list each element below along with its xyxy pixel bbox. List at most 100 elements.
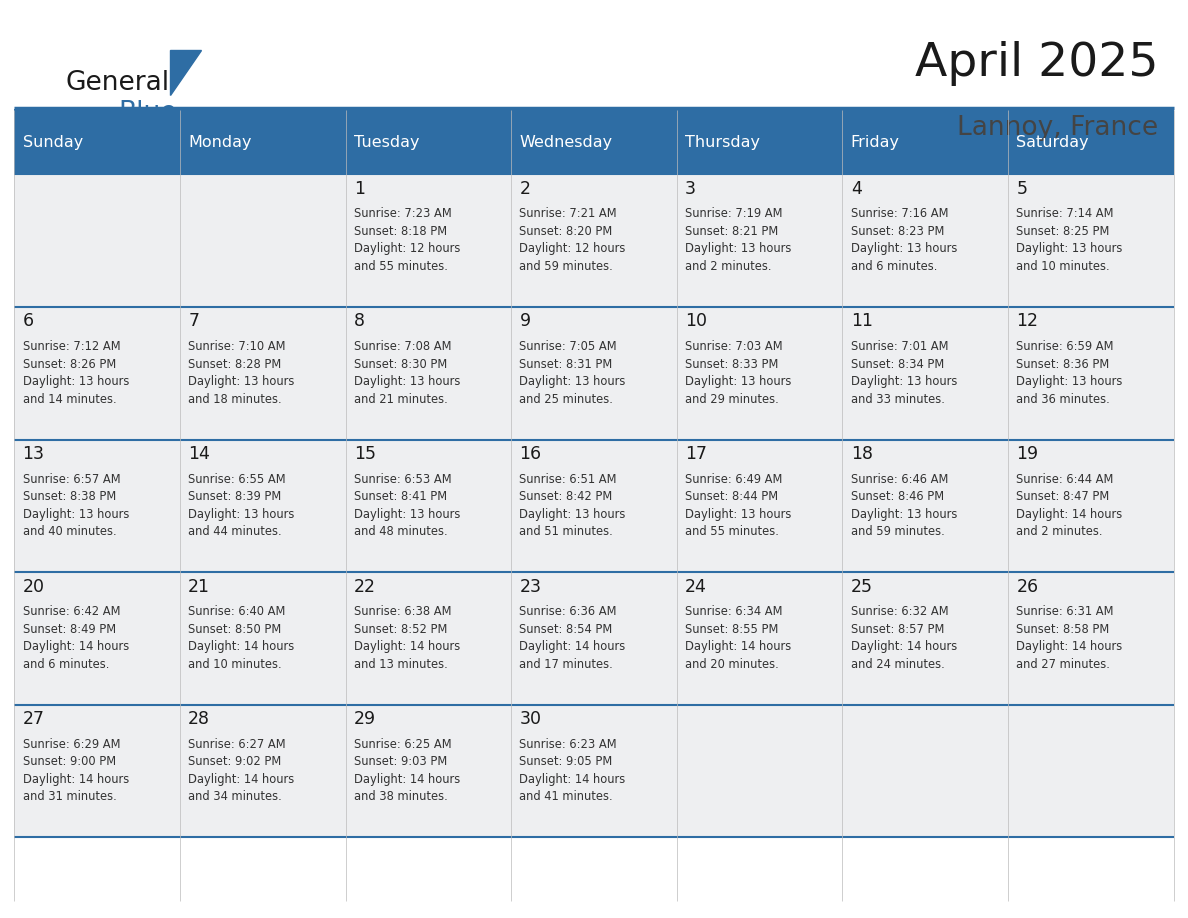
Text: Sunrise: 6:40 AM
Sunset: 8:50 PM
Daylight: 14 hours
and 10 minutes.: Sunrise: 6:40 AM Sunset: 8:50 PM Dayligh… [188, 605, 295, 671]
Bar [14, 572, 179, 705]
Text: Sunrise: 6:57 AM
Sunset: 8:38 PM
Daylight: 13 hours
and 40 minutes.: Sunrise: 6:57 AM Sunset: 8:38 PM Dayligh… [23, 473, 129, 538]
Text: 7: 7 [188, 312, 200, 330]
Text: Sunrise: 7:12 AM
Sunset: 8:26 PM
Daylight: 13 hours
and 14 minutes.: Sunrise: 7:12 AM Sunset: 8:26 PM Dayligh… [23, 340, 129, 406]
Text: Sunrise: 7:05 AM
Sunset: 8:31 PM
Daylight: 13 hours
and 25 minutes.: Sunrise: 7:05 AM Sunset: 8:31 PM Dayligh… [519, 340, 626, 406]
Text: Sunrise: 6:34 AM
Sunset: 8:55 PM
Daylight: 14 hours
and 20 minutes.: Sunrise: 6:34 AM Sunset: 8:55 PM Dayligh… [685, 605, 791, 671]
Text: Sunrise: 7:23 AM
Sunset: 8:18 PM
Daylight: 12 hours
and 55 minutes.: Sunrise: 7:23 AM Sunset: 8:18 PM Dayligh… [354, 207, 460, 273]
Text: 21: 21 [188, 577, 210, 596]
Text: 10: 10 [685, 312, 707, 330]
Bar [511, 440, 677, 572]
Bar [677, 174, 842, 307]
Text: 6: 6 [23, 312, 33, 330]
Text: Sunrise: 6:55 AM
Sunset: 8:39 PM
Daylight: 13 hours
and 44 minutes.: Sunrise: 6:55 AM Sunset: 8:39 PM Dayligh… [188, 473, 295, 538]
Text: Sunrise: 6:49 AM
Sunset: 8:44 PM
Daylight: 13 hours
and 55 minutes.: Sunrise: 6:49 AM Sunset: 8:44 PM Dayligh… [685, 473, 791, 538]
Bar [842, 572, 1009, 705]
Bar [1009, 705, 1174, 837]
Bar [179, 307, 346, 440]
Text: Wednesday: Wednesday [519, 135, 613, 150]
Bar [346, 572, 511, 705]
Text: 23: 23 [519, 577, 542, 596]
Text: 18: 18 [851, 445, 873, 463]
Bar [677, 440, 842, 572]
Bar [179, 174, 346, 307]
Bar [511, 572, 677, 705]
Text: 12: 12 [1017, 312, 1038, 330]
Text: 3: 3 [685, 180, 696, 198]
Text: 16: 16 [519, 445, 542, 463]
Text: 28: 28 [188, 711, 210, 728]
Text: Sunrise: 6:23 AM
Sunset: 9:05 PM
Daylight: 14 hours
and 41 minutes.: Sunrise: 6:23 AM Sunset: 9:05 PM Dayligh… [519, 738, 626, 803]
Bar [842, 174, 1009, 307]
Text: Sunrise: 7:16 AM
Sunset: 8:23 PM
Daylight: 13 hours
and 6 minutes.: Sunrise: 7:16 AM Sunset: 8:23 PM Dayligh… [851, 207, 958, 273]
Text: Sunrise: 7:08 AM
Sunset: 8:30 PM
Daylight: 13 hours
and 21 minutes.: Sunrise: 7:08 AM Sunset: 8:30 PM Dayligh… [354, 340, 460, 406]
Bar [677, 307, 842, 440]
Bar [14, 440, 179, 572]
Text: 25: 25 [851, 577, 873, 596]
Text: Sunday: Sunday [23, 135, 83, 150]
Text: Sunrise: 6:32 AM
Sunset: 8:57 PM
Daylight: 14 hours
and 24 minutes.: Sunrise: 6:32 AM Sunset: 8:57 PM Dayligh… [851, 605, 958, 671]
Text: Sunrise: 6:59 AM
Sunset: 8:36 PM
Daylight: 13 hours
and 36 minutes.: Sunrise: 6:59 AM Sunset: 8:36 PM Dayligh… [1017, 340, 1123, 406]
Text: 14: 14 [188, 445, 210, 463]
Text: 22: 22 [354, 577, 375, 596]
Text: Sunrise: 6:29 AM
Sunset: 9:00 PM
Daylight: 14 hours
and 31 minutes.: Sunrise: 6:29 AM Sunset: 9:00 PM Dayligh… [23, 738, 128, 803]
Text: 8: 8 [354, 312, 365, 330]
Bar [842, 440, 1009, 572]
Text: 17: 17 [685, 445, 707, 463]
Bar [1009, 307, 1174, 440]
Text: Tuesday: Tuesday [354, 135, 419, 150]
Text: Sunrise: 7:21 AM
Sunset: 8:20 PM
Daylight: 12 hours
and 59 minutes.: Sunrise: 7:21 AM Sunset: 8:20 PM Dayligh… [519, 207, 626, 273]
Text: 27: 27 [23, 711, 45, 728]
Text: 19: 19 [1017, 445, 1038, 463]
Text: 11: 11 [851, 312, 873, 330]
Text: Friday: Friday [851, 135, 899, 150]
Text: Lannoy, France: Lannoy, France [958, 115, 1158, 140]
Text: 2: 2 [519, 180, 531, 198]
Bar [511, 705, 677, 837]
Bar [1009, 174, 1174, 307]
Text: Sunrise: 6:46 AM
Sunset: 8:46 PM
Daylight: 13 hours
and 59 minutes.: Sunrise: 6:46 AM Sunset: 8:46 PM Dayligh… [851, 473, 958, 538]
Bar [842, 705, 1009, 837]
Bar [179, 572, 346, 705]
Bar [1009, 440, 1174, 572]
Text: Sunrise: 6:38 AM
Sunset: 8:52 PM
Daylight: 14 hours
and 13 minutes.: Sunrise: 6:38 AM Sunset: 8:52 PM Dayligh… [354, 605, 460, 671]
Text: 15: 15 [354, 445, 375, 463]
Text: Sunrise: 6:51 AM
Sunset: 8:42 PM
Daylight: 13 hours
and 51 minutes.: Sunrise: 6:51 AM Sunset: 8:42 PM Dayligh… [519, 473, 626, 538]
Text: 20: 20 [23, 577, 45, 596]
Text: Sunrise: 6:44 AM
Sunset: 8:47 PM
Daylight: 14 hours
and 2 minutes.: Sunrise: 6:44 AM Sunset: 8:47 PM Dayligh… [1017, 473, 1123, 538]
Text: Sunrise: 7:10 AM
Sunset: 8:28 PM
Daylight: 13 hours
and 18 minutes.: Sunrise: 7:10 AM Sunset: 8:28 PM Dayligh… [188, 340, 295, 406]
Text: Sunrise: 6:27 AM
Sunset: 9:02 PM
Daylight: 14 hours
and 34 minutes.: Sunrise: 6:27 AM Sunset: 9:02 PM Dayligh… [188, 738, 295, 803]
Bar [1009, 572, 1174, 705]
Bar [179, 440, 346, 572]
Text: Blue: Blue [119, 100, 177, 126]
Bar [346, 705, 511, 837]
Text: Sunrise: 7:01 AM
Sunset: 8:34 PM
Daylight: 13 hours
and 33 minutes.: Sunrise: 7:01 AM Sunset: 8:34 PM Dayligh… [851, 340, 958, 406]
Text: Thursday: Thursday [685, 135, 760, 150]
Bar [511, 174, 677, 307]
Text: Sunrise: 7:14 AM
Sunset: 8:25 PM
Daylight: 13 hours
and 10 minutes.: Sunrise: 7:14 AM Sunset: 8:25 PM Dayligh… [1017, 207, 1123, 273]
Text: April 2025: April 2025 [915, 41, 1158, 86]
Text: Saturday: Saturday [1017, 135, 1089, 150]
Bar [14, 307, 179, 440]
Text: 4: 4 [851, 180, 861, 198]
Text: Sunrise: 6:31 AM
Sunset: 8:58 PM
Daylight: 14 hours
and 27 minutes.: Sunrise: 6:31 AM Sunset: 8:58 PM Dayligh… [1017, 605, 1123, 671]
Bar [346, 307, 511, 440]
Polygon shape [170, 50, 201, 95]
Bar [346, 174, 511, 307]
Text: Monday: Monday [188, 135, 252, 150]
Bar [677, 705, 842, 837]
Bar [14, 174, 179, 307]
Text: Sunrise: 6:42 AM
Sunset: 8:49 PM
Daylight: 14 hours
and 6 minutes.: Sunrise: 6:42 AM Sunset: 8:49 PM Dayligh… [23, 605, 128, 671]
Text: Sunrise: 7:03 AM
Sunset: 8:33 PM
Daylight: 13 hours
and 29 minutes.: Sunrise: 7:03 AM Sunset: 8:33 PM Dayligh… [685, 340, 791, 406]
Text: Sunrise: 6:36 AM
Sunset: 8:54 PM
Daylight: 14 hours
and 17 minutes.: Sunrise: 6:36 AM Sunset: 8:54 PM Dayligh… [519, 605, 626, 671]
Text: 9: 9 [519, 312, 531, 330]
Bar [677, 572, 842, 705]
Bar [179, 705, 346, 837]
Text: 13: 13 [23, 445, 45, 463]
Bar [511, 307, 677, 440]
Text: Sunrise: 7:19 AM
Sunset: 8:21 PM
Daylight: 13 hours
and 2 minutes.: Sunrise: 7:19 AM Sunset: 8:21 PM Dayligh… [685, 207, 791, 273]
Bar [14, 705, 179, 837]
Text: Sunrise: 6:53 AM
Sunset: 8:41 PM
Daylight: 13 hours
and 48 minutes.: Sunrise: 6:53 AM Sunset: 8:41 PM Dayligh… [354, 473, 460, 538]
Bar [842, 307, 1009, 440]
Text: General: General [65, 71, 170, 96]
Text: Sunrise: 6:25 AM
Sunset: 9:03 PM
Daylight: 14 hours
and 38 minutes.: Sunrise: 6:25 AM Sunset: 9:03 PM Dayligh… [354, 738, 460, 803]
